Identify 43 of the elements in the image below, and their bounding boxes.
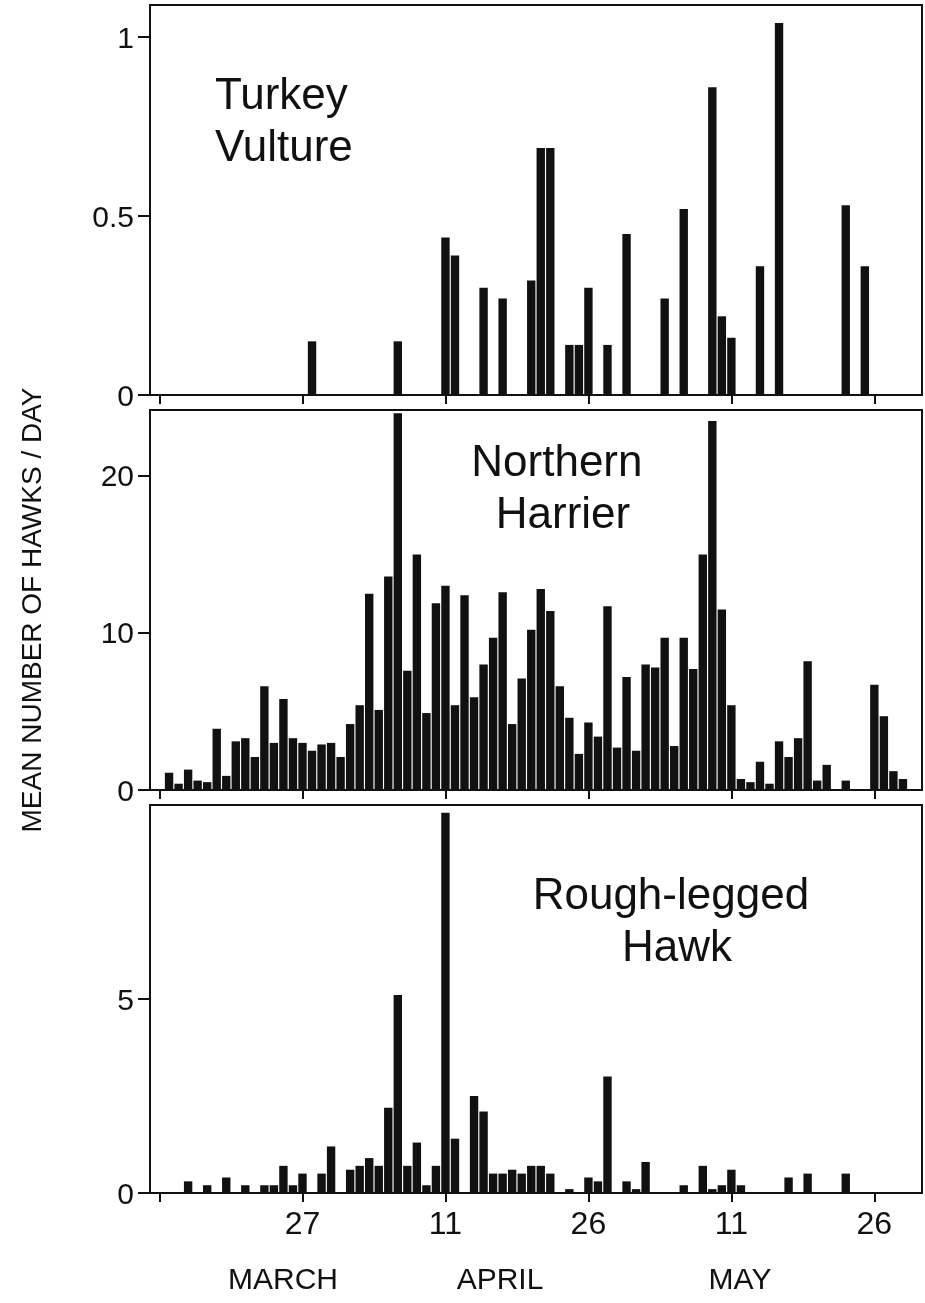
bar (679, 208, 688, 395)
bar (565, 1189, 574, 1193)
bar (774, 22, 784, 395)
text: Rough-legged Hawk (532, 868, 822, 970)
bar (755, 266, 765, 395)
y-axis-title: MEAN NUMBER OF HAWKS / DAY (16, 387, 48, 833)
bar (841, 780, 850, 790)
bar (784, 1177, 793, 1193)
bar (527, 280, 536, 395)
bar (660, 298, 669, 395)
bar (679, 1185, 688, 1193)
text: MAY (708, 1262, 772, 1296)
text: Turkey Vulture (215, 68, 361, 170)
text: APRIL (456, 1262, 544, 1296)
bar (841, 205, 850, 395)
bar (307, 341, 317, 395)
y-tick-label: 0 (117, 1176, 134, 1210)
bar (498, 298, 507, 395)
bar (841, 1173, 850, 1193)
bar (241, 1185, 250, 1193)
y-tick-label: 1 (117, 20, 134, 54)
bar (603, 344, 612, 395)
bar (479, 287, 488, 395)
y-tick-label: 0.5 (92, 199, 134, 233)
x-tick-label: 11 (714, 1205, 748, 1241)
text: Northern Harrier (471, 435, 655, 537)
bar (222, 1177, 231, 1193)
bar (393, 341, 402, 395)
bar (183, 1181, 193, 1193)
x-tick-label: 27 (284, 1205, 321, 1241)
y-tick-label: 10 (100, 616, 134, 650)
x-tick-label: 26 (570, 1205, 607, 1241)
bar (803, 1173, 812, 1193)
x-tick-label: 11 (428, 1205, 463, 1241)
bar (202, 1185, 212, 1193)
y-tick-label: 20 (100, 459, 134, 493)
bar (860, 266, 870, 395)
y-tick-label: 0 (117, 378, 134, 412)
y-tick-label: 5 (117, 982, 134, 1016)
y-tick-label: 0 (117, 773, 134, 807)
x-tick-label: 26 (856, 1205, 893, 1241)
text: MARCH (228, 1262, 338, 1296)
bar (622, 233, 631, 395)
